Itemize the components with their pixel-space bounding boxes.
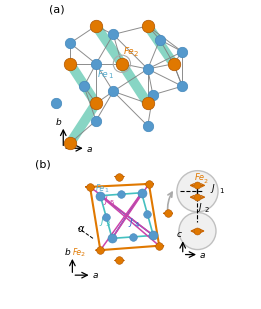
Text: Fe: Fe — [96, 184, 105, 193]
Text: J: J — [105, 196, 107, 205]
Text: 1: 1 — [219, 188, 224, 194]
Text: $\alpha$: $\alpha$ — [77, 224, 85, 235]
Text: a: a — [92, 271, 98, 280]
Text: 2: 2 — [204, 179, 208, 184]
Text: 5: 5 — [110, 200, 114, 206]
Text: 3: 3 — [105, 221, 110, 227]
Text: b: b — [65, 248, 71, 256]
Text: Fe: Fe — [124, 47, 134, 56]
Text: J: J — [199, 203, 201, 212]
Text: 2: 2 — [80, 252, 85, 257]
Text: J: J — [130, 218, 132, 227]
Text: b: b — [56, 118, 61, 127]
Text: J: J — [212, 184, 215, 193]
Text: Fe: Fe — [72, 248, 81, 256]
Circle shape — [179, 213, 216, 250]
Text: 4: 4 — [135, 222, 139, 228]
Text: 1: 1 — [108, 74, 112, 79]
Text: a: a — [200, 251, 205, 260]
Text: a: a — [87, 145, 92, 154]
Text: 2: 2 — [134, 51, 138, 57]
Text: 2: 2 — [204, 207, 209, 213]
Text: (a): (a) — [50, 5, 65, 15]
Text: (b): (b) — [35, 159, 51, 169]
Text: Fe: Fe — [195, 173, 205, 182]
Text: Fe: Fe — [98, 70, 108, 79]
Text: 1: 1 — [104, 188, 108, 193]
Circle shape — [177, 171, 218, 212]
Text: c: c — [176, 230, 181, 239]
Text: J: J — [100, 217, 103, 226]
